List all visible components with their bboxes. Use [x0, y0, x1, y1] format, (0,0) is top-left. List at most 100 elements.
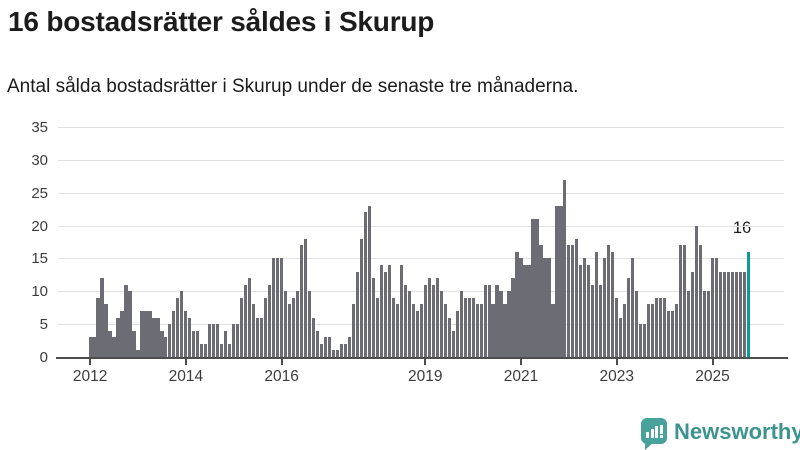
x-axis-tick-label: 2025: [695, 368, 730, 385]
bar: [192, 330, 196, 357]
bar: [104, 304, 108, 357]
bar: [335, 350, 340, 357]
bar: [280, 258, 284, 357]
bar: [439, 291, 443, 357]
bar: [487, 284, 491, 357]
bar: [256, 317, 260, 357]
bar: [252, 304, 256, 357]
highlight-value-label: 16: [732, 219, 752, 237]
bar: [679, 245, 683, 357]
bar: [515, 251, 519, 357]
bar: [112, 337, 116, 357]
bar: [639, 324, 643, 357]
x-axis-tick: [424, 359, 427, 365]
bar: [120, 310, 124, 357]
bar: [483, 284, 487, 357]
y-axis-tick-label: 25: [31, 184, 48, 202]
gridline: [58, 225, 784, 227]
x-axis-tick: [184, 359, 187, 365]
bar: [363, 212, 367, 357]
bar: [315, 330, 320, 357]
bar: [311, 317, 316, 357]
bar: [555, 205, 559, 357]
bar: [92, 337, 96, 357]
bar: [527, 264, 531, 357]
bar: [268, 284, 272, 357]
bar: [240, 297, 244, 357]
bar: [323, 337, 328, 357]
bar-chart-bubble-icon: [646, 424, 663, 438]
newsworthy-logo-icon: [641, 418, 667, 450]
bar: [710, 258, 715, 357]
gridline: [58, 159, 784, 161]
bar: [100, 278, 104, 357]
gridline: [58, 192, 784, 194]
bar: [208, 324, 212, 357]
bar: [276, 258, 280, 357]
bar: [447, 317, 451, 357]
bar: [587, 264, 591, 357]
bar: [722, 271, 727, 357]
x-axis-tick: [711, 359, 714, 365]
bar: [224, 330, 228, 357]
bar: [367, 205, 371, 357]
bar: [519, 258, 523, 357]
bar: [694, 225, 699, 357]
bar: [567, 245, 571, 357]
bar: [427, 278, 431, 357]
bar: [228, 343, 232, 357]
y-axis-tick-label: 5: [39, 316, 48, 334]
bar: [579, 264, 583, 357]
bar: [603, 258, 607, 357]
bar: [595, 251, 599, 357]
bar: [307, 291, 312, 357]
bar: [495, 284, 499, 357]
bar: [742, 271, 747, 357]
bar: [607, 245, 611, 357]
bar: [172, 310, 176, 357]
bar: [615, 297, 619, 357]
bar: [463, 297, 467, 357]
gridline: [58, 126, 784, 128]
bar: [204, 343, 208, 357]
bar: [291, 297, 296, 357]
bar: [200, 343, 204, 357]
bar: [419, 304, 423, 357]
bar: [260, 317, 264, 357]
bar: [663, 297, 667, 357]
bar: [371, 278, 375, 357]
x-axis-tick-label: 2012: [72, 368, 108, 385]
bar: [284, 291, 288, 357]
bar: [738, 271, 743, 357]
bar: [671, 310, 675, 357]
bar: [559, 205, 563, 357]
bar: [690, 271, 695, 357]
bar: [623, 304, 627, 357]
bar: [96, 297, 100, 357]
bar: [319, 343, 324, 357]
bar: [443, 304, 447, 357]
bar: [212, 324, 216, 357]
bar-chart: 16 0 5 10 15 20 25 30 35 2012 2014 2016 2019 2021 202…: [0, 115, 800, 415]
bar: [407, 291, 411, 357]
bar: [331, 350, 336, 357]
bar: [244, 284, 248, 357]
bar: [431, 284, 435, 357]
bar: [391, 297, 395, 357]
bar: [575, 238, 579, 357]
bar: [511, 278, 515, 357]
bar: [339, 343, 344, 357]
bar: [730, 271, 735, 357]
bar: [667, 310, 671, 357]
bar: [467, 297, 471, 357]
bar: [236, 324, 240, 357]
bar: [359, 238, 363, 357]
bar: [220, 343, 224, 357]
bar: [124, 284, 128, 357]
y-axis-tick-label: 30: [31, 151, 48, 169]
x-axis-tick: [520, 359, 522, 365]
bar: [659, 297, 663, 357]
newsworthy-wordmark: Newsworthy: [674, 419, 800, 444]
bar: [583, 258, 587, 357]
bar: [144, 310, 148, 357]
